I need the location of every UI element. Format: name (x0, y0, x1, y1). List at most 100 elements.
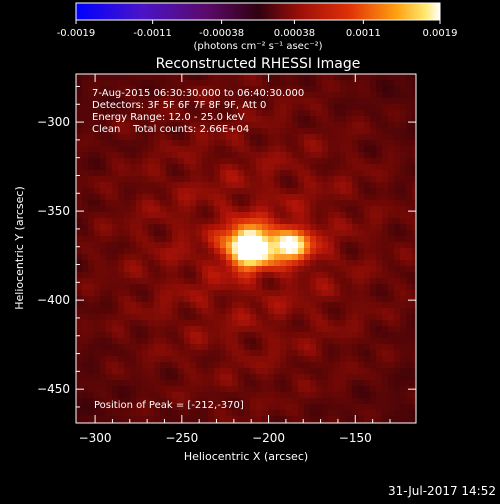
heatmap-cell (166, 170, 173, 177)
heatmap-cell (304, 410, 311, 417)
heatmap-cell (118, 266, 125, 273)
heatmap-cell (400, 302, 407, 309)
heatmap-cell (364, 194, 371, 201)
heatmap-cell (310, 296, 317, 303)
heatmap-cell (148, 320, 155, 327)
heatmap-cell (268, 350, 275, 357)
heatmap-cell (328, 128, 335, 135)
heatmap-cell (280, 122, 287, 129)
heatmap-cell (358, 278, 365, 285)
heatmap-cell (178, 326, 185, 333)
heatmap-cell (262, 170, 269, 177)
heatmap-cell (220, 86, 227, 93)
heatmap-cell (322, 164, 329, 171)
heatmap-cell (202, 386, 209, 393)
heatmap-cell (106, 320, 113, 327)
heatmap-cell (334, 158, 341, 165)
heatmap-cell (232, 416, 239, 423)
heatmap-cell (214, 92, 221, 99)
heatmap-cell (172, 308, 179, 315)
heatmap-cell (244, 116, 251, 123)
heatmap-cell (334, 272, 341, 279)
heatmap-cell (142, 104, 149, 111)
heatmap-cell (286, 74, 293, 81)
heatmap-cell (328, 380, 335, 387)
heatmap-cell (184, 194, 191, 201)
heatmap-cell (172, 350, 179, 357)
heatmap-cell (202, 368, 209, 375)
heatmap-cell (352, 242, 359, 249)
heatmap-cell (118, 380, 125, 387)
heatmap-cell (226, 176, 233, 183)
heatmap-cell (76, 416, 83, 423)
heatmap-cell (274, 386, 281, 393)
heatmap-cell (166, 386, 173, 393)
heatmap-cell (190, 344, 197, 351)
heatmap-cell (178, 254, 185, 261)
heatmap-cell (178, 122, 185, 129)
heatmap-cell (244, 392, 251, 399)
heatmap-cell (172, 326, 179, 333)
heatmap-cell (286, 230, 293, 237)
heatmap-cell (220, 212, 227, 219)
heatmap-cell (136, 254, 143, 261)
heatmap-cell (262, 374, 269, 381)
heatmap-cell (154, 284, 161, 291)
heatmap-cell (274, 176, 281, 183)
heatmap-cell (358, 230, 365, 237)
heatmap-cell (400, 278, 407, 285)
heatmap-cell (190, 350, 197, 357)
heatmap-cell (244, 272, 251, 279)
heatmap-cell (376, 92, 383, 99)
heatmap-cell (220, 380, 227, 387)
heatmap-cell (382, 356, 389, 363)
heatmap-cell (106, 194, 113, 201)
heatmap-cell (310, 386, 317, 393)
heatmap-cell (124, 386, 131, 393)
heatmap-cell (280, 368, 287, 375)
heatmap-cell (412, 290, 416, 297)
heatmap-cell (220, 236, 227, 243)
heatmap-cell (130, 254, 137, 261)
heatmap-cell (334, 302, 341, 309)
heatmap-cell (262, 176, 269, 183)
heatmap-cell (352, 194, 359, 201)
heatmap-cell (124, 260, 131, 267)
heatmap-cell (298, 110, 305, 117)
heatmap-cell (310, 146, 317, 153)
heatmap-cell (262, 248, 269, 255)
colorbar (75, 2, 441, 21)
heatmap-cell (106, 386, 113, 393)
heatmap-cell (130, 188, 137, 195)
heatmap-cell (406, 128, 413, 135)
heatmap-cell (298, 398, 305, 405)
heatmap-cell (100, 146, 107, 153)
heatmap-cell (322, 110, 329, 117)
heatmap-cell (376, 374, 383, 381)
heatmap-cell (364, 260, 371, 267)
heatmap-cell (274, 308, 281, 315)
heatmap-cell (106, 260, 113, 267)
heatmap-cell (298, 260, 305, 267)
heatmap-cell (346, 374, 353, 381)
heatmap-cell (166, 278, 173, 285)
heatmap-cell (406, 344, 413, 351)
heatmap-cell (160, 266, 167, 273)
heatmap-cell (388, 110, 395, 117)
heatmap-cell (310, 188, 317, 195)
heatmap-cell (346, 326, 353, 333)
heatmap-cell (106, 230, 113, 237)
heatmap-cell (214, 302, 221, 309)
heatmap-cell (220, 290, 227, 297)
heatmap-cell (280, 164, 287, 171)
heatmap-cell (262, 326, 269, 333)
heatmap-cell (118, 278, 125, 285)
heatmap-cell (106, 308, 113, 315)
heatmap-cell (376, 356, 383, 363)
heatmap-cell (406, 368, 413, 375)
heatmap-cell (118, 362, 125, 369)
heatmap-cell (232, 242, 239, 249)
heatmap-cell (394, 242, 401, 249)
heatmap-cell (346, 110, 353, 117)
heatmap-cell (328, 176, 335, 183)
